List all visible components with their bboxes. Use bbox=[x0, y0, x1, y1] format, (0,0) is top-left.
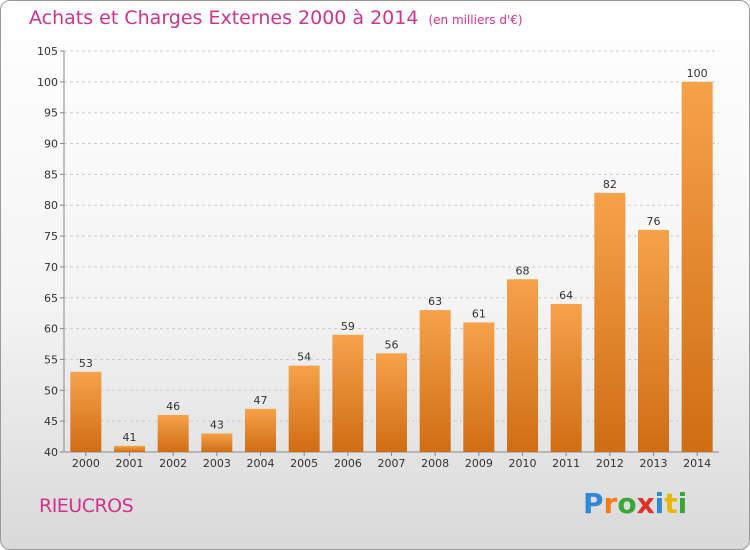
y-tick-label: 75 bbox=[44, 230, 58, 243]
y-tick-label: 95 bbox=[44, 107, 58, 120]
bar bbox=[419, 310, 451, 452]
y-tick-label: 55 bbox=[44, 353, 58, 366]
data-label: 100 bbox=[687, 67, 708, 80]
logo-letter: r bbox=[603, 487, 618, 520]
data-label: 43 bbox=[210, 418, 224, 431]
y-tick-label: 40 bbox=[44, 446, 58, 459]
logo-letter: t bbox=[664, 487, 678, 520]
x-tick-label: 2009 bbox=[465, 457, 493, 470]
chart-title-text: Achats et Charges Externes 2000 à 2014 bbox=[29, 7, 419, 29]
data-label: 53 bbox=[79, 357, 93, 370]
bar bbox=[245, 408, 276, 452]
y-tick-label: 50 bbox=[44, 384, 58, 397]
data-label: 61 bbox=[472, 307, 486, 320]
x-tick-label: 2003 bbox=[203, 457, 231, 470]
bar bbox=[288, 365, 320, 452]
y-tick-label: 65 bbox=[44, 292, 58, 305]
y-tick-label: 80 bbox=[44, 199, 58, 212]
logo-letter: x bbox=[636, 487, 655, 520]
proxiti-logo: Proxiti bbox=[583, 487, 687, 520]
x-tick-label: 2002 bbox=[159, 457, 187, 470]
chart-title: Achats et Charges Externes 2000 à 2014 (e… bbox=[29, 7, 523, 29]
data-label: 56 bbox=[385, 338, 399, 351]
y-tick-label: 70 bbox=[44, 261, 58, 274]
data-label: 47 bbox=[254, 394, 268, 407]
y-tick-label: 105 bbox=[37, 45, 58, 58]
data-label: 54 bbox=[297, 351, 311, 364]
logo-letter: i bbox=[654, 487, 665, 520]
x-tick-label: 2008 bbox=[421, 457, 449, 470]
y-tick-label: 85 bbox=[44, 168, 58, 181]
data-label: 63 bbox=[428, 295, 442, 308]
logo-letter: P bbox=[583, 487, 604, 520]
logo-letter: i bbox=[677, 487, 688, 520]
data-label: 82 bbox=[603, 178, 617, 191]
x-tick-label: 2011 bbox=[552, 457, 580, 470]
bar bbox=[463, 322, 495, 452]
bar bbox=[332, 334, 364, 452]
bar bbox=[201, 433, 233, 452]
x-tick-label: 2000 bbox=[72, 457, 100, 470]
bar bbox=[507, 279, 538, 452]
y-tick-label: 90 bbox=[44, 138, 58, 151]
x-tick-label: 2012 bbox=[596, 457, 624, 470]
x-tick-label: 2004 bbox=[247, 457, 275, 470]
data-label: 46 bbox=[166, 400, 180, 413]
y-tick-label: 60 bbox=[44, 323, 58, 336]
bar bbox=[550, 303, 582, 452]
bar bbox=[638, 229, 669, 452]
y-tick-label: 45 bbox=[44, 415, 58, 428]
bar bbox=[681, 81, 713, 452]
x-tick-label: 2006 bbox=[334, 457, 362, 470]
x-tick-label: 2007 bbox=[378, 457, 406, 470]
place-name: RIEUCROS bbox=[39, 495, 134, 517]
data-label: 68 bbox=[516, 264, 530, 277]
logo-letter: o bbox=[617, 487, 637, 520]
y-tick-label: 100 bbox=[37, 76, 58, 89]
x-tick-label: 2013 bbox=[640, 457, 668, 470]
bar bbox=[376, 353, 407, 452]
bar bbox=[70, 371, 102, 452]
chart-unit: (en milliers d'€) bbox=[428, 13, 523, 27]
x-tick-label: 2010 bbox=[509, 457, 537, 470]
bar bbox=[594, 192, 626, 452]
x-tick-label: 2005 bbox=[290, 457, 318, 470]
x-tick-label: 2014 bbox=[683, 457, 711, 470]
data-label: 41 bbox=[123, 431, 137, 444]
x-tick-label: 2001 bbox=[116, 457, 144, 470]
data-label: 59 bbox=[341, 320, 355, 333]
bar bbox=[114, 445, 145, 452]
data-label: 76 bbox=[647, 215, 661, 228]
data-label: 64 bbox=[559, 289, 573, 302]
bar bbox=[157, 414, 189, 452]
